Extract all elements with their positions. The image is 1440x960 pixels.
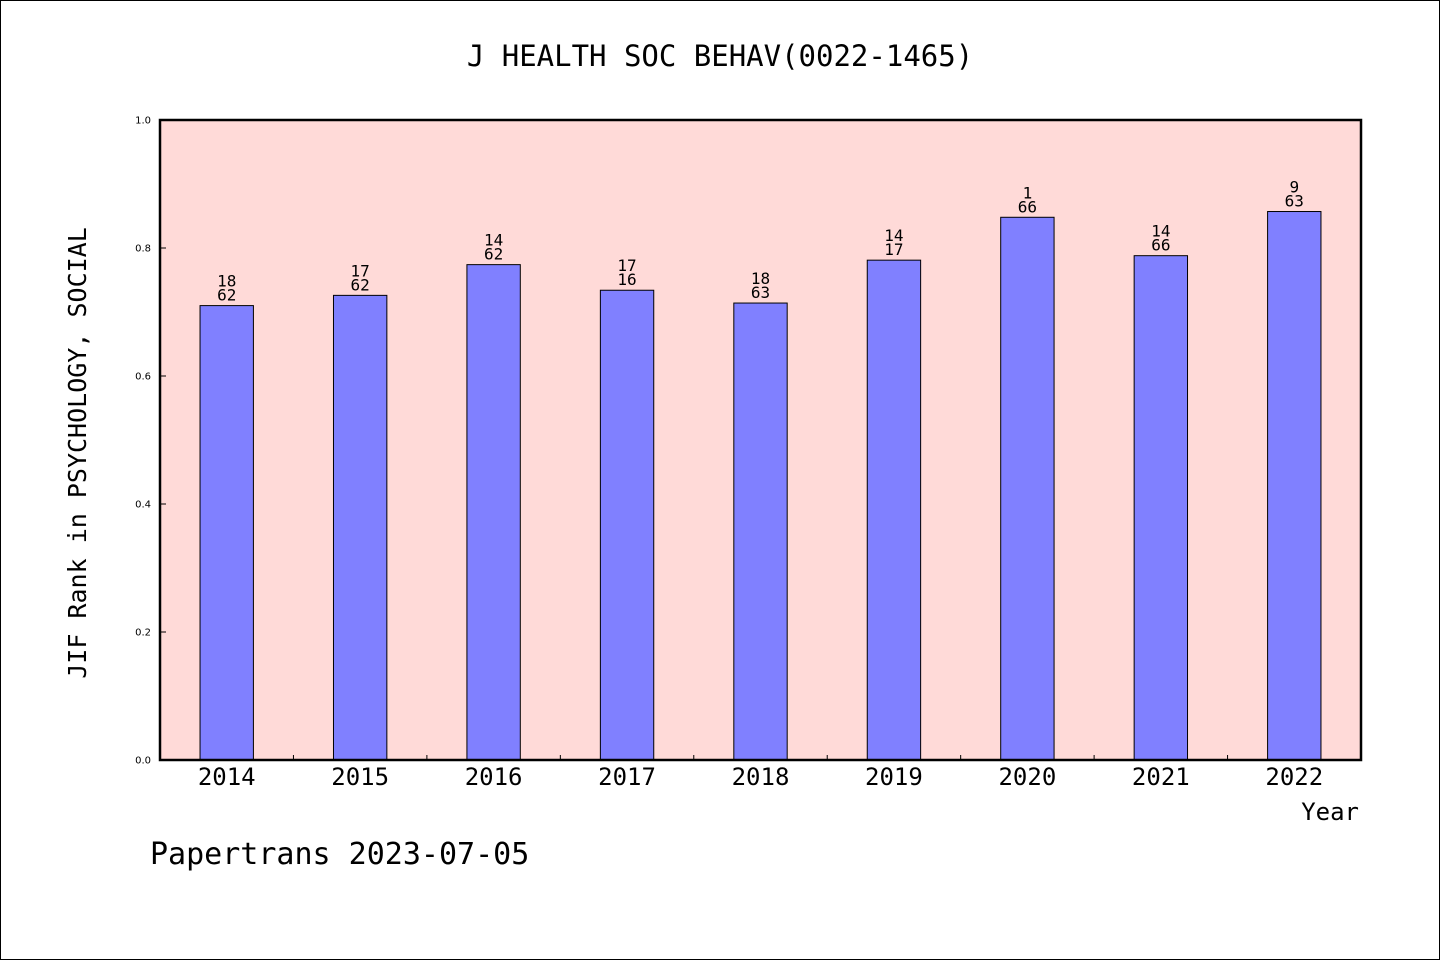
bar-label-total-2020: 66	[1018, 197, 1037, 216]
bar-label-rank-2022: 9	[1289, 178, 1299, 197]
bar-label-rank-2020: 1	[1023, 183, 1033, 202]
x-tick-label-2014: 2014	[198, 763, 256, 791]
y-axis-label: JIF Rank in PSYCHOLOGY, SOCIAL	[63, 227, 92, 679]
x-tick-label-2016: 2016	[465, 763, 523, 791]
bar-2017	[599, 289, 655, 761]
x-tick-label-2017: 2017	[598, 763, 656, 791]
bar-label-total-2018: 63	[751, 283, 770, 302]
x-tick-label-2022: 2022	[1265, 763, 1323, 791]
bar-2016	[466, 264, 521, 761]
bar-label-rank-2018: 18	[751, 269, 770, 288]
bar-label-rank-2016: 14	[484, 231, 503, 250]
x-axis: 2014 2015 2016 2017 2018 2019 2020 2021 2022	[198, 755, 1323, 791]
bar-2015	[332, 294, 388, 761]
bar-label-total-2016: 62	[484, 245, 503, 264]
bar-label-rank-2019: 14	[884, 226, 903, 245]
bar-2019	[866, 259, 922, 761]
bar-label-rank-2015: 17	[351, 261, 370, 280]
bar-2021	[1133, 255, 1189, 761]
x-axis-label: Year	[1301, 798, 1359, 826]
x-tick-label-2021: 2021	[1132, 763, 1190, 791]
bar-label-rank-2017: 17	[617, 256, 636, 275]
y-tick-label: 0.2	[135, 628, 151, 639]
bar-2014	[199, 305, 254, 761]
bar-label-total-2017: 16	[617, 270, 636, 289]
plot-border	[158, 118, 1363, 762]
y-tick-label: 0.6	[135, 372, 151, 383]
bar-group	[199, 211, 1322, 761]
bar-2022	[1267, 211, 1322, 761]
y-tick-label: 0.8	[135, 244, 151, 255]
x-tick-label-2019: 2019	[865, 763, 923, 791]
x-tick-label-2015: 2015	[331, 763, 389, 791]
bar-2018	[733, 302, 788, 761]
watermark-text: Papertrans 2023-07-05	[150, 837, 529, 872]
bar-label-rank-2014: 18	[217, 272, 236, 291]
x-tick-label-2018: 2018	[732, 763, 790, 791]
y-tick-label: 0.0	[135, 756, 151, 767]
y-tick-label: 1.0	[135, 116, 151, 127]
bar-label-total-2014: 62	[217, 286, 236, 305]
bar-label-total-2015: 62	[351, 275, 370, 294]
bar-label-total-2019: 17	[884, 240, 903, 259]
bar-label-rank-2021: 14	[1151, 222, 1170, 241]
bar-label-total-2021: 66	[1151, 236, 1170, 255]
y-tick-label: 0.4	[135, 500, 151, 511]
bar-label-total-2022: 63	[1285, 192, 1304, 211]
chart-title: J HEALTH SOC BEHAV(0022-1465)	[467, 39, 973, 73]
bar-2020	[1000, 216, 1055, 761]
x-tick-label-2020: 2020	[998, 763, 1056, 791]
